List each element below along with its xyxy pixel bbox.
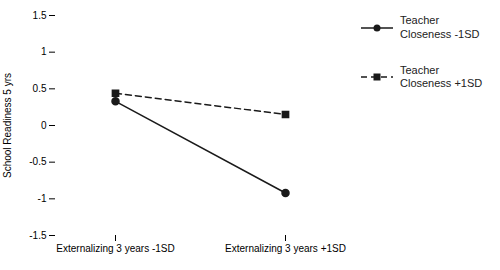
svg-text:Externalizing 3 years -1SD: Externalizing 3 years -1SD [56,243,174,254]
html-text:Teacher Closeness +1SD: Teacher Closeness +1SD [400,63,483,90]
svg-text:-1.5: -1.5 [29,230,47,241]
svg-text:1: 1 [41,46,47,57]
svg-text:0: 0 [41,120,47,131]
svg-text:0.5: 0.5 [33,83,47,94]
html-text:Teacher Closeness -1SD: Teacher Closeness -1SD [400,14,480,40]
svg-text:-1: -1 [38,193,47,204]
svg-text:Externalizing 3 years +1SD: Externalizing 3 years +1SD [225,243,346,254]
svg-text:School Readiness 5 yrs: School Readiness 5 yrs [2,73,13,178]
svg-text:-0.5: -0.5 [29,156,47,167]
svg-text:1.5: 1.5 [33,10,47,21]
